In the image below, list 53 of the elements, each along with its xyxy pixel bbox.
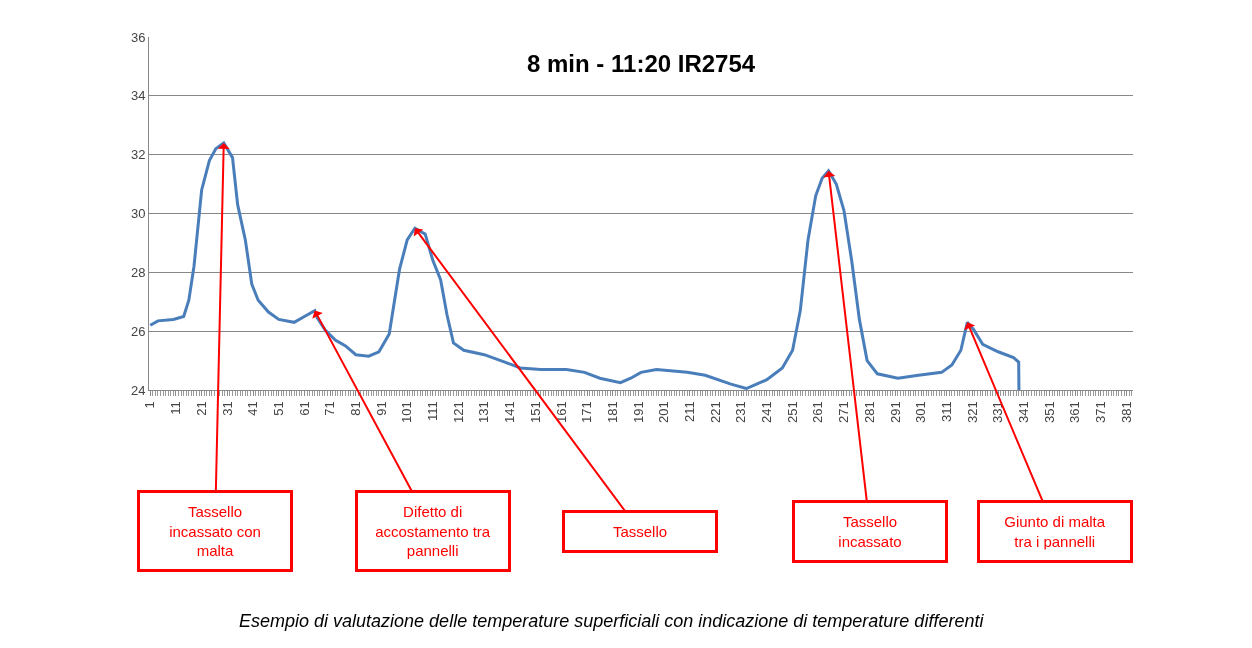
x-tick-label: 101 bbox=[399, 401, 415, 423]
x-tick-label: 201 bbox=[656, 401, 672, 423]
x-tick-label: 181 bbox=[604, 401, 620, 423]
x-tick-label: 281 bbox=[861, 401, 877, 423]
text: Esempio di valutazione delle temperature superficiali con indicazione di temperature differenti bbox=[239, 611, 985, 631]
x-tick-label: 121 bbox=[450, 401, 466, 423]
x-tick-label: 111 bbox=[425, 401, 441, 421]
x-tick-label: 251 bbox=[784, 401, 800, 423]
x-tick-label: 81 bbox=[348, 401, 364, 416]
x-tick-label: 351 bbox=[1041, 401, 1057, 423]
x-tick-label: 261 bbox=[810, 401, 826, 423]
annotation: Giunto di malta tra i pannelli bbox=[1004, 513, 1106, 550]
y-tick-label: 34 bbox=[130, 88, 146, 104]
x-tick-label: 61 bbox=[296, 401, 312, 416]
x-tick-label: 221 bbox=[707, 401, 723, 423]
x-tick-label: 321 bbox=[964, 401, 980, 423]
x-tick-label: 371 bbox=[1093, 401, 1109, 423]
annotation: Tassello bbox=[612, 523, 668, 540]
y-tick-label: 32 bbox=[130, 147, 146, 163]
x-tick-label: 341 bbox=[1016, 401, 1032, 423]
x-tick-label: 241 bbox=[759, 401, 775, 423]
x-tick-label: 231 bbox=[733, 401, 749, 423]
line-series bbox=[149, 141, 1021, 390]
x-tick-label: 161 bbox=[553, 401, 569, 423]
x-tick-label: 51 bbox=[270, 401, 286, 416]
x-tick-label: 41 bbox=[245, 401, 261, 416]
x-tick-label: 71 bbox=[322, 401, 338, 416]
annotation: Difetto di accostamento tra pannelli bbox=[375, 503, 491, 559]
x-tick-label: 91 bbox=[373, 401, 389, 416]
annotation: Tassello incassato con malta bbox=[169, 503, 261, 559]
annotation: Tassello incassato bbox=[838, 513, 902, 550]
x-tick-label: 171 bbox=[579, 401, 595, 423]
y-tick-label: 36 bbox=[130, 29, 146, 45]
x-tick-label: 151 bbox=[527, 401, 543, 423]
x-tick-label: 11 bbox=[168, 401, 184, 415]
text: 8 min - 11:20 IR2754 bbox=[527, 50, 756, 77]
x-tick-label: 141 bbox=[502, 401, 518, 423]
x-tick-label: 381 bbox=[1118, 401, 1134, 423]
y-tick-label: 30 bbox=[130, 206, 146, 222]
x-tick-label: 191 bbox=[630, 401, 646, 423]
x-tick-label: 131 bbox=[476, 401, 492, 423]
x-tick-label: 1 bbox=[142, 401, 158, 409]
x-tick-label: 291 bbox=[887, 401, 903, 423]
x-tick-label: 31 bbox=[219, 401, 235, 416]
y-tick-label: 26 bbox=[130, 323, 146, 339]
x-tick-label: 301 bbox=[913, 401, 929, 423]
x-tick-label: 271 bbox=[836, 401, 852, 423]
x-tick-label: 21 bbox=[193, 401, 209, 416]
x-tick-label: 311 bbox=[938, 401, 954, 422]
x-tick-label: 361 bbox=[1067, 401, 1083, 423]
y-tick-label: 24 bbox=[130, 382, 146, 398]
y-tick-label: 28 bbox=[130, 264, 146, 280]
x-tick-label: 211 bbox=[682, 401, 698, 422]
